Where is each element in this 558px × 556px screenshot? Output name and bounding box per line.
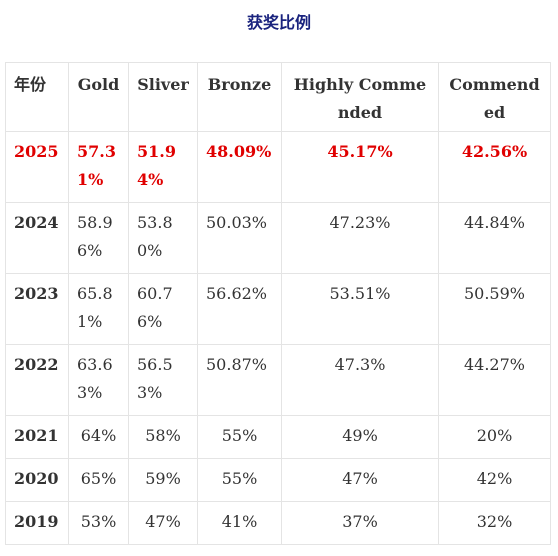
cell-silver: 58% xyxy=(128,415,198,459)
cell-bronze: 48.09% xyxy=(197,131,282,203)
cell-bronze: 55% xyxy=(197,458,282,502)
table-row: 2025 57.31% 51.94% 48.09% 45.17% 42.56% xyxy=(5,131,551,203)
header-commended: Commended xyxy=(438,62,551,132)
cell-highly-commended: 45.17% xyxy=(281,131,439,203)
table-row: 2022 63.63% 56.53% 50.87% 47.3% 44.27% xyxy=(5,344,551,416)
header-gold: Gold xyxy=(68,62,129,132)
table-row: 2021 64% 58% 55% 49% 20% xyxy=(5,415,551,459)
cell-year: 2022 xyxy=(5,344,69,416)
cell-commended: 44.27% xyxy=(438,344,551,416)
cell-bronze: 55% xyxy=(197,415,282,459)
table-row: 2019 53% 47% 41% 37% 32% xyxy=(5,501,551,545)
cell-highly-commended: 49% xyxy=(281,415,439,459)
cell-highly-commended: 47% xyxy=(281,458,439,502)
header-highly-commended: Highly Commended xyxy=(281,62,439,132)
header-year: 年份 xyxy=(5,62,69,132)
cell-year: 2025 xyxy=(5,131,69,203)
cell-year: 2024 xyxy=(5,202,69,274)
cell-year: 2023 xyxy=(5,273,69,345)
cell-commended: 50.59% xyxy=(438,273,551,345)
cell-commended: 44.84% xyxy=(438,202,551,274)
cell-silver: 53.80% xyxy=(128,202,198,274)
cell-gold: 65.81% xyxy=(68,273,129,345)
cell-highly-commended: 37% xyxy=(281,501,439,545)
table-row: 2020 65% 59% 55% 47% 42% xyxy=(5,458,551,502)
cell-gold: 64% xyxy=(68,415,129,459)
cell-commended: 32% xyxy=(438,501,551,545)
header-bronze: Bronze xyxy=(197,62,282,132)
cell-highly-commended: 47.23% xyxy=(281,202,439,274)
cell-bronze: 50.03% xyxy=(197,202,282,274)
cell-highly-commended: 47.3% xyxy=(281,344,439,416)
cell-gold: 57.31% xyxy=(68,131,129,203)
cell-commended: 42.56% xyxy=(438,131,551,203)
cell-bronze: 56.62% xyxy=(197,273,282,345)
table-header-row: 年份 Gold Sliver Bronze Highly Commended C… xyxy=(5,62,551,132)
cell-silver: 60.76% xyxy=(128,273,198,345)
cell-silver: 59% xyxy=(128,458,198,502)
cell-year: 2021 xyxy=(5,415,69,459)
cell-year: 2019 xyxy=(5,501,69,545)
table-row: 2023 65.81% 60.76% 56.62% 53.51% 50.59% xyxy=(5,273,551,345)
cell-gold: 65% xyxy=(68,458,129,502)
cell-gold: 63.63% xyxy=(68,344,129,416)
cell-gold: 58.96% xyxy=(68,202,129,274)
cell-bronze: 50.87% xyxy=(197,344,282,416)
cell-silver: 47% xyxy=(128,501,198,545)
cell-gold: 53% xyxy=(68,501,129,545)
cell-silver: 51.94% xyxy=(128,131,198,203)
cell-bronze: 41% xyxy=(197,501,282,545)
table-row: 2024 58.96% 53.80% 50.03% 47.23% 44.84% xyxy=(5,202,551,274)
cell-commended: 42% xyxy=(438,458,551,502)
page-title: 获奖比例 xyxy=(246,13,311,32)
award-ratio-table: 年份 Gold Sliver Bronze Highly Commended C… xyxy=(5,62,551,545)
cell-silver: 56.53% xyxy=(128,344,198,416)
cell-highly-commended: 53.51% xyxy=(281,273,439,345)
cell-year: 2020 xyxy=(5,458,69,502)
header-silver: Sliver xyxy=(128,62,198,132)
cell-commended: 20% xyxy=(438,415,551,459)
